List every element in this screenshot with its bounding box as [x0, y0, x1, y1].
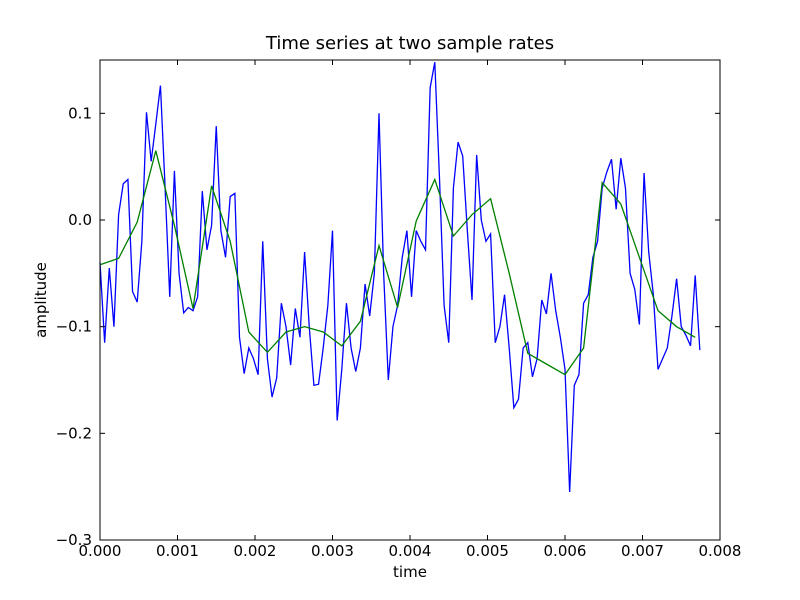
x-tick-label: 0.008	[699, 542, 742, 560]
x-tick-label: 0.000	[79, 542, 122, 560]
y-tick-label: −0.3	[56, 531, 92, 549]
y-tick-label: 0.1	[68, 104, 92, 122]
x-tick-label: 0.002	[234, 542, 277, 560]
series-line	[99, 62, 701, 493]
chart-title: Time series at two sample rates	[265, 33, 554, 54]
x-tick-label: 0.001	[156, 542, 199, 560]
x-tick-label: 0.004	[389, 542, 432, 560]
y-tick-label: −0.1	[56, 318, 92, 336]
x-tick-label: 0.006	[544, 542, 587, 560]
x-tick-label: 0.007	[621, 542, 664, 560]
x-axis-label: time	[393, 563, 427, 581]
y-tick-label: −0.2	[56, 424, 92, 442]
x-tick-label: 0.005	[466, 542, 509, 560]
x-tick-label: 0.003	[311, 542, 354, 560]
y-tick-label: 0.0	[68, 211, 92, 229]
y-axis-label: amplitude	[32, 262, 50, 338]
series-line	[99, 150, 696, 376]
